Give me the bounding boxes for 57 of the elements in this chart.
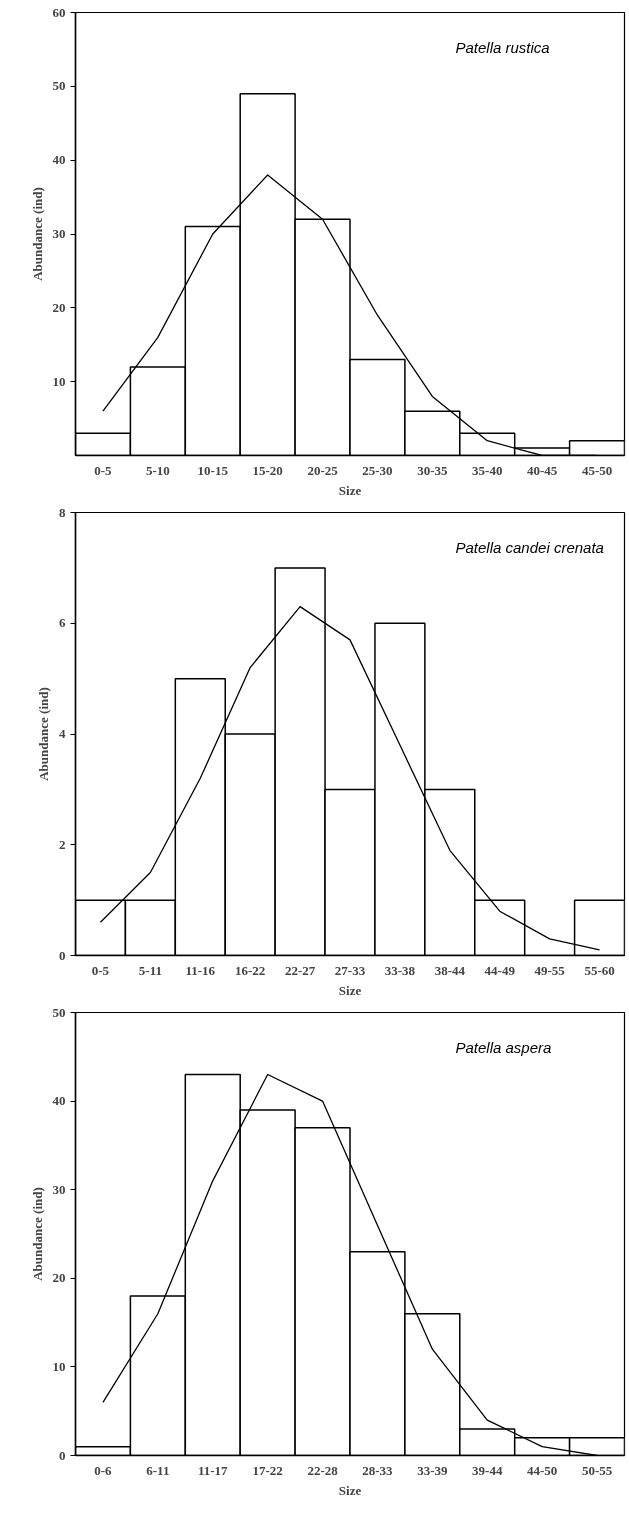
x-tick-label: 27-33 [334,962,366,978]
x-tick-label: 33-38 [384,962,416,978]
y-tick-label: 50 [52,1004,66,1020]
x-tick-label: 0-6 [94,1462,113,1478]
y-tick-label: 20 [52,299,66,315]
x-tick-label: 45-50 [581,462,613,478]
x-tick-label: 44-50 [526,1462,558,1478]
x-tick-label: 6-11 [146,1462,170,1478]
x-tick-label: 22-28 [307,1462,339,1478]
annotation: Patella aspera [455,1038,552,1056]
y-tick-label: 4 [59,726,66,741]
x-tick-label: 55-60 [584,962,615,978]
x-tick-label: 17-22 [252,1462,283,1478]
y-tick-label: 40 [52,152,66,168]
x-tick-label: 28-33 [362,1462,394,1478]
annotation: Patella rustica [455,38,550,56]
y-tick-label: 20 [52,1270,66,1286]
x-tick-label: 40-45 [526,462,558,478]
x-tick-label: 49-55 [534,962,566,978]
y-tick-label: 50 [52,78,66,94]
y-tick-label: 10 [52,373,66,389]
y-tick-label: 30 [52,1181,66,1197]
y-tick-label: 8 [59,504,66,520]
x-tick-label: 11-16 [185,962,216,978]
y-tick-label: 6 [59,615,66,631]
x-tick-label: 30-35 [417,462,449,478]
x-tick-label: 0-5 [94,462,113,478]
x-tick-label: 10-15 [197,462,229,478]
y-tick-label: 40 [52,1093,66,1109]
x-tick-label: 38-44 [434,962,466,978]
x-tick-label: 44-49 [484,962,516,978]
x-axis-title: Size [338,482,362,498]
x-tick-label: 16-22 [235,962,266,978]
x-axis-title: Size [338,982,362,998]
y-axis-title: Abundance (ind) [29,1187,45,1281]
y-tick-label: 30 [52,226,66,241]
x-tick-label: 22-27 [284,962,316,978]
x-tick-label: 50-55 [581,1462,613,1478]
annotation: Patella candei crenata [455,538,604,556]
x-tick-label: 20-25 [307,462,339,478]
x-tick-label: 0-5 [91,962,110,978]
x-tick-label: 11-17 [197,1462,229,1478]
y-tick-label: 0 [59,1447,66,1463]
x-tick-label: 33-39 [417,1462,449,1478]
y-tick-label: 0 [59,947,66,963]
x-tick-label: 15-20 [252,462,283,478]
y-tick-label: 2 [59,836,66,852]
y-tick-label: 60 [52,4,66,20]
x-tick-label: 39-44 [472,1462,503,1478]
x-tick-label: 5-10 [145,462,170,478]
x-axis-title: Size [338,1482,362,1498]
x-tick-label: 35-40 [472,462,503,478]
x-tick-label: 5-11 [138,962,162,978]
x-tick-label: 25-30 [362,462,393,478]
y-axis-title: Abundance (ind) [36,687,51,781]
y-tick-label: 10 [52,1358,66,1374]
y-axis-title: Abundance (ind) [29,187,45,281]
